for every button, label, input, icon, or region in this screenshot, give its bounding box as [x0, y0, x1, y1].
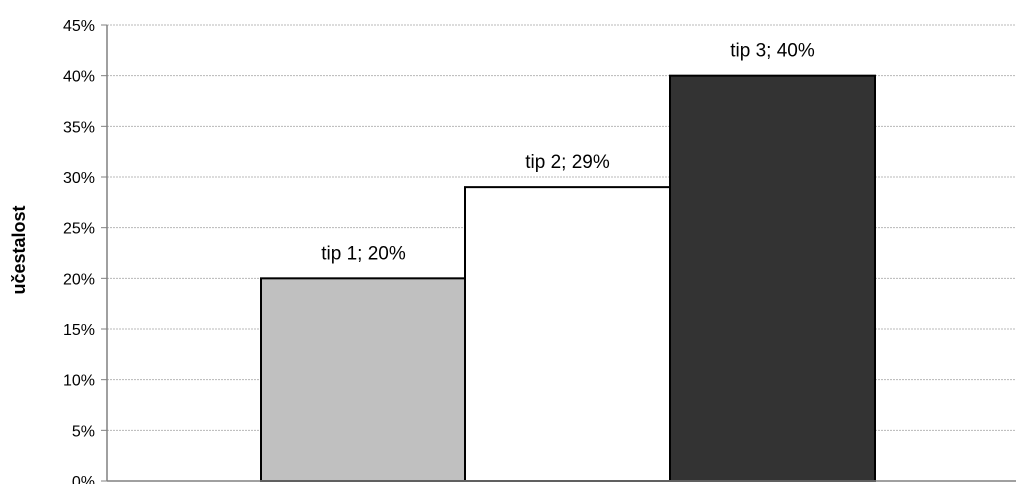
y-axis-tick-labels: 0% 5% 10% 15% 20% 25% 30% 35% 40% 45%	[63, 18, 95, 484]
bar-tip-3	[669, 74, 876, 483]
y-tick-label: 20%	[63, 271, 95, 288]
y-tick-label: 15%	[63, 322, 95, 339]
y-tick-label: 0%	[72, 474, 95, 484]
bar-data-label: tip 2; 29%	[525, 152, 610, 173]
y-tick-label: 40%	[63, 69, 95, 86]
y-tick-label: 10%	[63, 373, 95, 390]
data-labels: tip 1; 20% tip 2; 29% tip 3; 40%	[321, 41, 815, 265]
bars	[260, 74, 876, 483]
bar-data-label: tip 3; 40%	[730, 41, 815, 62]
y-tick-label: 25%	[63, 221, 95, 238]
y-tick-label: 45%	[63, 18, 95, 35]
bar-tip-1	[260, 277, 467, 483]
y-axis-title: učestalost	[9, 205, 29, 294]
axes	[101, 24, 1016, 482]
bar-tip-2	[464, 186, 671, 482]
y-tick-label: 30%	[63, 170, 95, 187]
y-tick-label: 5%	[72, 423, 95, 440]
y-tick-label: 35%	[63, 119, 95, 136]
bar-data-label: tip 1; 20%	[321, 243, 406, 264]
